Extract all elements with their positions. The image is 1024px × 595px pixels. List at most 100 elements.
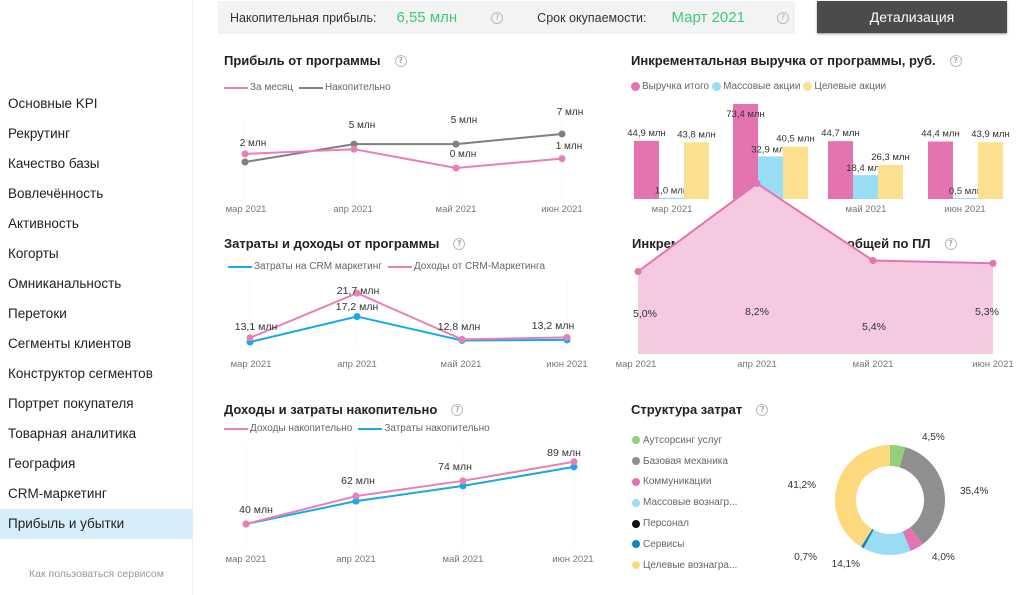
slice-label: 4,5% (922, 432, 945, 443)
legend-item[interactable]: Доходы накопительно (224, 423, 352, 434)
x-tick-label: июн 2021 (972, 359, 1013, 370)
data-point (570, 458, 578, 466)
bar-label: 0,5 млн (949, 186, 982, 197)
data-point (350, 140, 358, 148)
x-tick-label: май 2021 (846, 204, 887, 215)
sidebar-item[interactable]: Перетоки (8, 306, 67, 321)
sidebar-item[interactable]: Рекрутинг (8, 126, 71, 141)
legend-item[interactable]: Коммуникации (632, 472, 737, 493)
legend-item[interactable]: Массовые вознагр... (632, 492, 737, 513)
sidebar-nav: Основные KPI Рекрутинг Качество базы Вовлеч… (0, 89, 193, 539)
data-label: 13,1 млн (235, 321, 278, 333)
help-link[interactable]: Как пользоваться сервисом (29, 568, 164, 580)
x-tick-label: май 2021 (443, 554, 484, 565)
legend-item[interactable]: Доходы от CRM-Маркетинга (387, 261, 545, 272)
legend-item[interactable]: Персонал (632, 513, 737, 534)
data-label: 5,0% (633, 308, 657, 320)
sidebar-item[interactable]: Прибыль и убытки (0, 509, 193, 539)
detail-button[interactable]: Детализация (817, 1, 1007, 33)
bar (634, 140, 659, 199)
legend-dot-icon (632, 519, 640, 528)
x-tick-label: мар 2021 (652, 204, 693, 215)
legend-profit: За месяц Накопительно (224, 82, 397, 93)
legend-label: Сервисы (643, 538, 685, 550)
bar (853, 175, 878, 199)
legend-dot-icon (803, 82, 813, 91)
help-icon[interactable]: ? (491, 11, 504, 24)
sidebar-item[interactable]: Качество базы (8, 156, 100, 171)
data-point (350, 145, 358, 153)
cumulative-profit-value: 6,55 млн (396, 9, 458, 26)
sidebar-item[interactable]: Портрет покупателя (8, 396, 134, 411)
legend-label: Коммуникации (643, 476, 712, 488)
sidebar-item[interactable]: Когорты (8, 246, 59, 261)
x-tick-label: июн 2021 (552, 554, 593, 565)
slice-label: 41,2% (788, 480, 816, 491)
legend-item[interactable]: За месяц (224, 82, 293, 93)
data-label: 0 млн (450, 149, 477, 160)
bar (828, 141, 853, 199)
sidebar-item[interactable]: Основные KPI (8, 96, 98, 111)
bar-label: 44,7 млн (821, 128, 859, 139)
legend-item[interactable]: Накопительно (298, 82, 391, 93)
legend-item[interactable]: Затраты на CRM маркетинг (228, 261, 382, 272)
data-label: 5 млн (349, 120, 376, 131)
help-icon[interactable]: ? (776, 11, 789, 24)
series-line (249, 315, 568, 343)
legend-item[interactable]: Целевые вознагра... (632, 555, 737, 576)
sidebar-item[interactable]: География (8, 456, 76, 471)
legend-item[interactable]: Массовые акции (712, 81, 800, 92)
sidebar: Основные KPI Рекрутинг Качество базы Вовлеч… (0, 0, 193, 595)
legend-label: Целевые акции (814, 81, 887, 92)
legend-item[interactable]: Аутсорсинг услуг (632, 430, 737, 451)
data-point (452, 164, 460, 172)
legend-line-icon (224, 427, 248, 430)
data-label: 40 млн (239, 504, 273, 516)
title-text: Инкрементальная выручка от программы, ру… (631, 53, 936, 68)
data-label: 17,2 млн (336, 301, 379, 313)
bar (978, 142, 1003, 199)
bar (953, 198, 978, 199)
sidebar-item[interactable]: Вовлечённость (8, 186, 104, 201)
sidebar-item[interactable]: Омниканальность (8, 276, 122, 291)
x-tick-label: апр 2021 (737, 359, 776, 370)
slice-label: 14,1% (832, 559, 860, 570)
legend-label: За месяц (250, 82, 293, 93)
x-tick-label: май 2021 (853, 359, 894, 370)
data-point (459, 477, 467, 485)
data-point (563, 336, 571, 344)
help-icon[interactable]: ? (756, 403, 769, 416)
legend-item[interactable]: Выручка итого (631, 81, 709, 92)
legend-item[interactable]: Сервисы (632, 534, 737, 555)
data-point (570, 463, 578, 471)
help-icon[interactable]: ? (949, 54, 962, 67)
bar-label: 43,9 млн (971, 129, 1009, 140)
data-point (353, 313, 361, 321)
x-tick-label: апр 2021 (337, 359, 376, 370)
bar-label: 18,4 млн (846, 163, 884, 174)
series-line (637, 182, 994, 273)
sidebar-item[interactable]: Сегменты клиентов (8, 336, 132, 351)
area-fill (638, 183, 993, 354)
sidebar-item[interactable]: Конструктор сегментов (8, 366, 153, 381)
legend-item[interactable]: Целевые акции (803, 81, 886, 92)
data-label: 7 млн (557, 107, 584, 118)
legend-dot-icon (631, 82, 640, 91)
data-point (452, 140, 460, 148)
legend-item[interactable]: Базовая механика (632, 451, 737, 472)
legend-item[interactable]: Затраты накопительно (358, 423, 490, 434)
help-icon[interactable]: ? (453, 237, 466, 250)
legend-label: Базовая механика (643, 455, 728, 467)
sidebar-item[interactable]: CRM-маркетинг (8, 486, 107, 501)
data-point (242, 520, 250, 528)
help-icon[interactable]: ? (394, 54, 407, 67)
sidebar-item[interactable]: Товарная аналитика (8, 426, 137, 441)
data-point (352, 497, 360, 505)
x-tick-label: апр 2021 (333, 204, 372, 215)
help-icon[interactable]: ? (944, 237, 957, 250)
x-tick-label: мар 2021 (231, 359, 272, 370)
sidebar-item[interactable]: Активность (8, 216, 79, 231)
help-icon[interactable]: ? (451, 403, 464, 416)
data-point (241, 158, 249, 166)
data-label: 74 млн (438, 461, 472, 473)
